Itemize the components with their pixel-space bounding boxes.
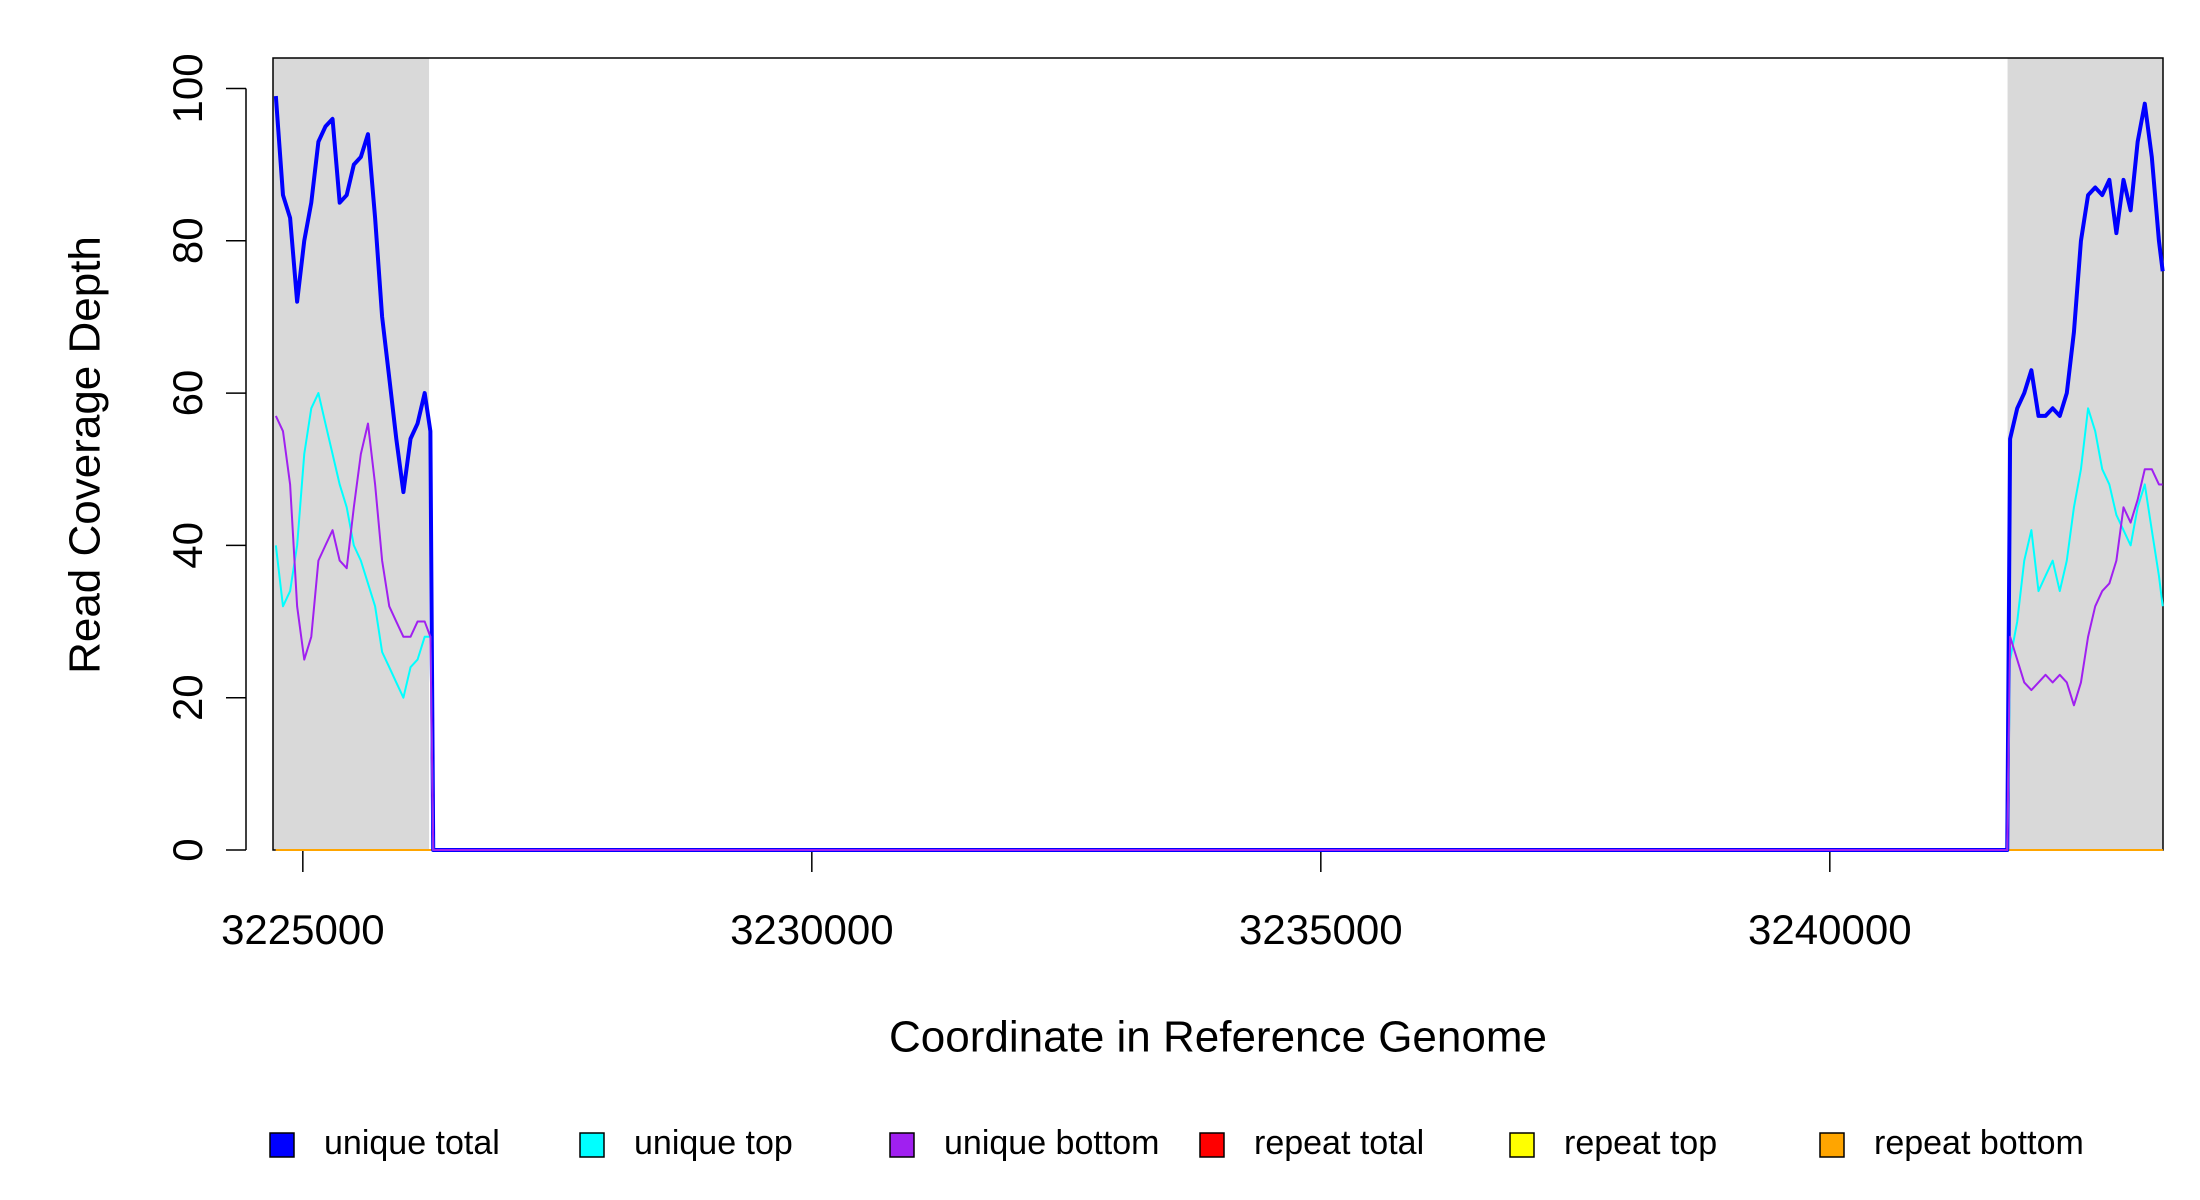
y-axis-title: Read Coverage Depth [61,236,110,674]
legend-label: unique total [324,1124,500,1162]
x-tick-label: 3240000 [1748,906,1912,953]
x-tick-label: 3235000 [1239,906,1403,953]
y-tick-label: 40 [164,522,211,569]
y-tick-label: 0 [164,838,211,861]
legend-swatch [1509,1132,1535,1158]
highlight-region [273,58,430,850]
series-line [274,415,2163,851]
legend-swatch [1199,1132,1225,1158]
y-tick-label: 80 [164,217,211,264]
legend-swatch [579,1132,605,1158]
legend-label: repeat top [1564,1124,1717,1162]
legend-swatch [889,1132,915,1158]
series-line [273,95,2165,852]
series-line [274,392,2164,851]
y-tick-label: 100 [164,53,211,123]
legend-label: unique bottom [944,1124,1160,1162]
legend-label: repeat bottom [1874,1124,2084,1162]
x-tick-label: 3225000 [221,906,385,953]
y-tick-label: 60 [164,370,211,417]
legend-swatch [1819,1132,1845,1158]
x-tick-label: 3230000 [730,906,894,953]
plot-frame [272,57,2164,851]
legend-swatch [269,1132,295,1158]
legend-label: unique top [634,1124,793,1162]
x-axis-title: Coordinate in Reference Genome [889,1013,1547,1062]
y-tick-label: 20 [164,674,211,721]
legend-label: repeat total [1254,1124,1424,1162]
highlight-region [2007,58,2163,850]
